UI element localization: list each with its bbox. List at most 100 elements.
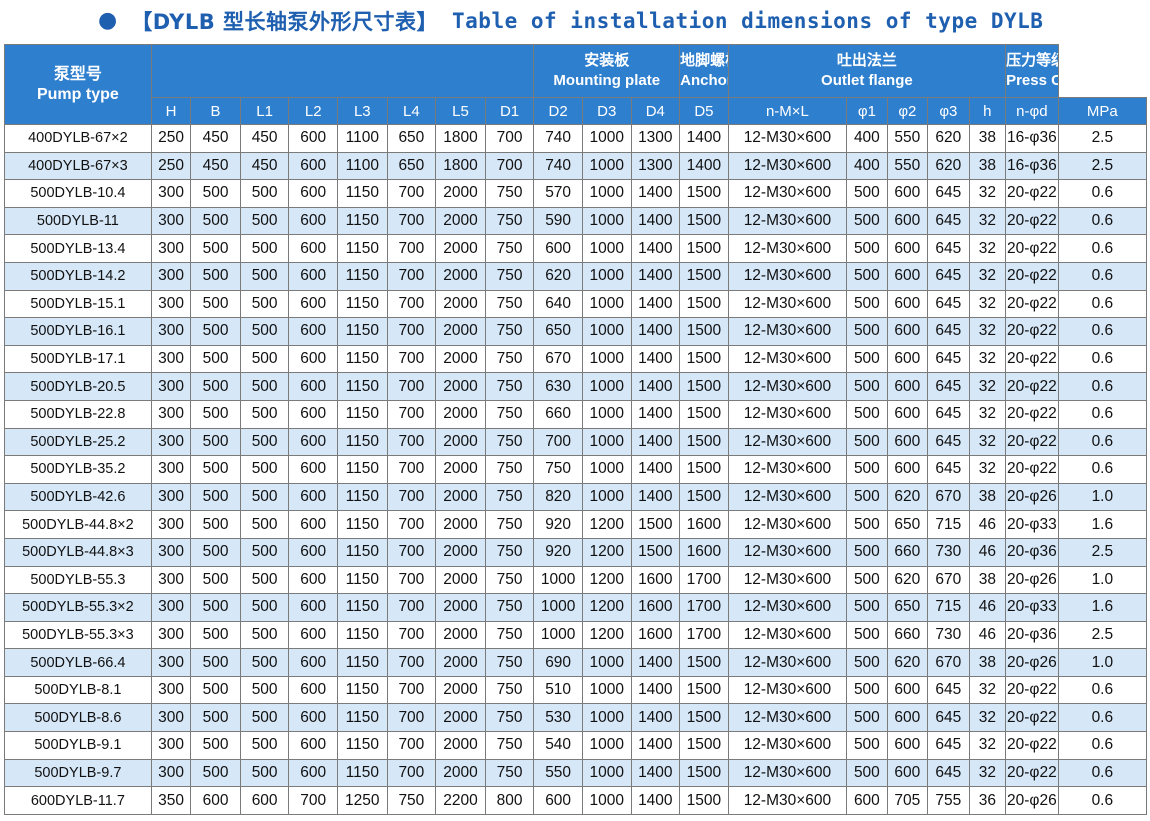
- table-cell: 600: [288, 703, 338, 733]
- table-cell: 500: [190, 234, 241, 263]
- table-row: 500DYLB-55.3 300 500 500 600 1150 700 2000 750 10…: [4, 565, 1148, 595]
- table-cell: 700: [386, 648, 437, 677]
- table-cell: 500: [239, 399, 290, 429]
- table-cell: 600: [886, 731, 929, 760]
- column-header: B: [190, 97, 241, 125]
- table-cell: 20-φ22: [1005, 317, 1059, 346]
- table-cell: 620: [886, 482, 929, 512]
- table-row: 500DYLB-13.4 300 500 500 600 1150 700 2000 750 60…: [4, 234, 1148, 263]
- outlet-flange-cn: 吐出法兰: [836, 52, 897, 69]
- dimensions-header-blank: [150, 44, 535, 98]
- table-cell: 750: [484, 482, 535, 512]
- table-cell: 750: [484, 289, 535, 319]
- table-cell: 300: [150, 675, 192, 705]
- table-cell: 600: [288, 731, 338, 760]
- table-cell: 36: [968, 786, 1007, 815]
- table-cell: 600: [288, 758, 338, 788]
- table-cell: 1000: [581, 427, 632, 457]
- table-cell: 500: [239, 289, 290, 319]
- table-cell: 1000: [581, 261, 632, 291]
- table-cell: 750: [484, 593, 535, 622]
- table-cell: 32: [968, 703, 1007, 733]
- column-header: D4: [630, 97, 681, 125]
- table-cell: 600: [288, 427, 338, 457]
- table-cell: 600: [886, 758, 929, 788]
- table-cell: 450: [190, 124, 241, 153]
- table-cell: 700: [386, 206, 437, 236]
- outlet-flange-header: 吐出法兰 Outlet flange: [727, 44, 1007, 98]
- table-cell: 32: [968, 455, 1007, 484]
- table-cell: 600: [288, 151, 338, 181]
- table-cell: 1150: [337, 482, 388, 512]
- table-cell: 20-φ22: [1005, 372, 1059, 401]
- table-cell: 690: [533, 648, 583, 677]
- table-cell: 750: [484, 648, 535, 677]
- table-cell: 705: [886, 786, 929, 815]
- table-cell: 600: [886, 179, 929, 208]
- table-cell: 2000: [435, 482, 486, 512]
- table-cell: 600: [288, 261, 338, 291]
- table-cell: 730: [927, 537, 970, 567]
- table-cell: 1000: [581, 675, 632, 705]
- table-cell: 1000: [581, 317, 632, 346]
- table-cell: 2.5: [1057, 537, 1148, 567]
- table-cell: 645: [927, 344, 970, 374]
- table-cell: 700: [288, 786, 338, 815]
- table-cell: 750: [533, 455, 583, 484]
- table-cell: 1150: [337, 427, 388, 457]
- column-header: L5: [435, 97, 486, 125]
- table-cell: 20-φ22: [1005, 675, 1059, 705]
- table-cell: 0.6: [1057, 344, 1148, 374]
- pump-model-cell: 400DYLB-67×2: [4, 124, 152, 153]
- table-cell: 1200: [581, 620, 632, 650]
- table-cell: 0.6: [1057, 206, 1148, 236]
- pump-type-en: Pump type: [36, 85, 119, 103]
- table-row: 500DYLB-44.8×3 300 500 500 600 1150 700 2000 750…: [4, 537, 1148, 567]
- table-cell: 500: [239, 565, 290, 595]
- table-cell: 20-φ26: [1005, 565, 1059, 595]
- table-cell: 500: [846, 317, 888, 346]
- table-cell: 500: [239, 234, 290, 263]
- table-row: 500DYLB-55.3×3 300 500 500 600 1150 700 2000 750…: [4, 620, 1148, 650]
- table-cell: 1500: [679, 344, 729, 374]
- table-cell: 700: [386, 675, 437, 705]
- table-cell: 645: [927, 234, 970, 263]
- table-cell: 0.6: [1057, 758, 1148, 788]
- table-row: 500DYLB-25.2 300 500 500 600 1150 700 2000 750 70…: [4, 427, 1148, 457]
- table-cell: 20-φ22: [1005, 344, 1059, 374]
- table-cell: 700: [386, 593, 437, 622]
- page-title: ● 【DYLB 型长轴泵外形尺寸表】 Table of installation…: [0, 0, 1150, 42]
- table-cell: 750: [484, 565, 535, 595]
- table-cell: 1100: [337, 151, 388, 181]
- table-cell: 700: [386, 758, 437, 788]
- table-cell: 1150: [337, 399, 388, 429]
- table-cell: 1500: [679, 675, 729, 705]
- table-cell: 700: [386, 482, 437, 512]
- table-cell: 1150: [337, 537, 388, 567]
- table-cell: 730: [927, 620, 970, 650]
- table-cell: 2000: [435, 399, 486, 429]
- pump-model-cell: 500DYLB-25.2: [4, 427, 152, 457]
- table-cell: 1600: [630, 593, 681, 622]
- table-cell: 32: [968, 179, 1007, 208]
- table-cell: 500: [846, 399, 888, 429]
- column-header: n-M×L: [727, 97, 848, 125]
- table-cell: 16-φ36: [1005, 124, 1059, 153]
- table-cell: 700: [386, 703, 437, 733]
- table-cell: 500: [846, 648, 888, 677]
- table-cell: 1400: [630, 648, 681, 677]
- table-cell: 0.6: [1057, 234, 1148, 263]
- table-cell: 1250: [337, 786, 388, 815]
- table-cell: 500: [846, 372, 888, 401]
- table-cell: 600: [886, 317, 929, 346]
- table-cell: 600: [288, 289, 338, 319]
- table-cell: 32: [968, 234, 1007, 263]
- table-cell: 500: [190, 372, 241, 401]
- table-cell: 630: [533, 372, 583, 401]
- table-cell: 600: [886, 675, 929, 705]
- table-cell: 2000: [435, 703, 486, 733]
- table-cell: 500: [239, 593, 290, 622]
- table-row: 600DYLB-11.7 350 600 600 700 1250 750 2200 800 60…: [4, 786, 1148, 815]
- table-cell: 1000: [581, 648, 632, 677]
- table-cell: 1150: [337, 510, 388, 539]
